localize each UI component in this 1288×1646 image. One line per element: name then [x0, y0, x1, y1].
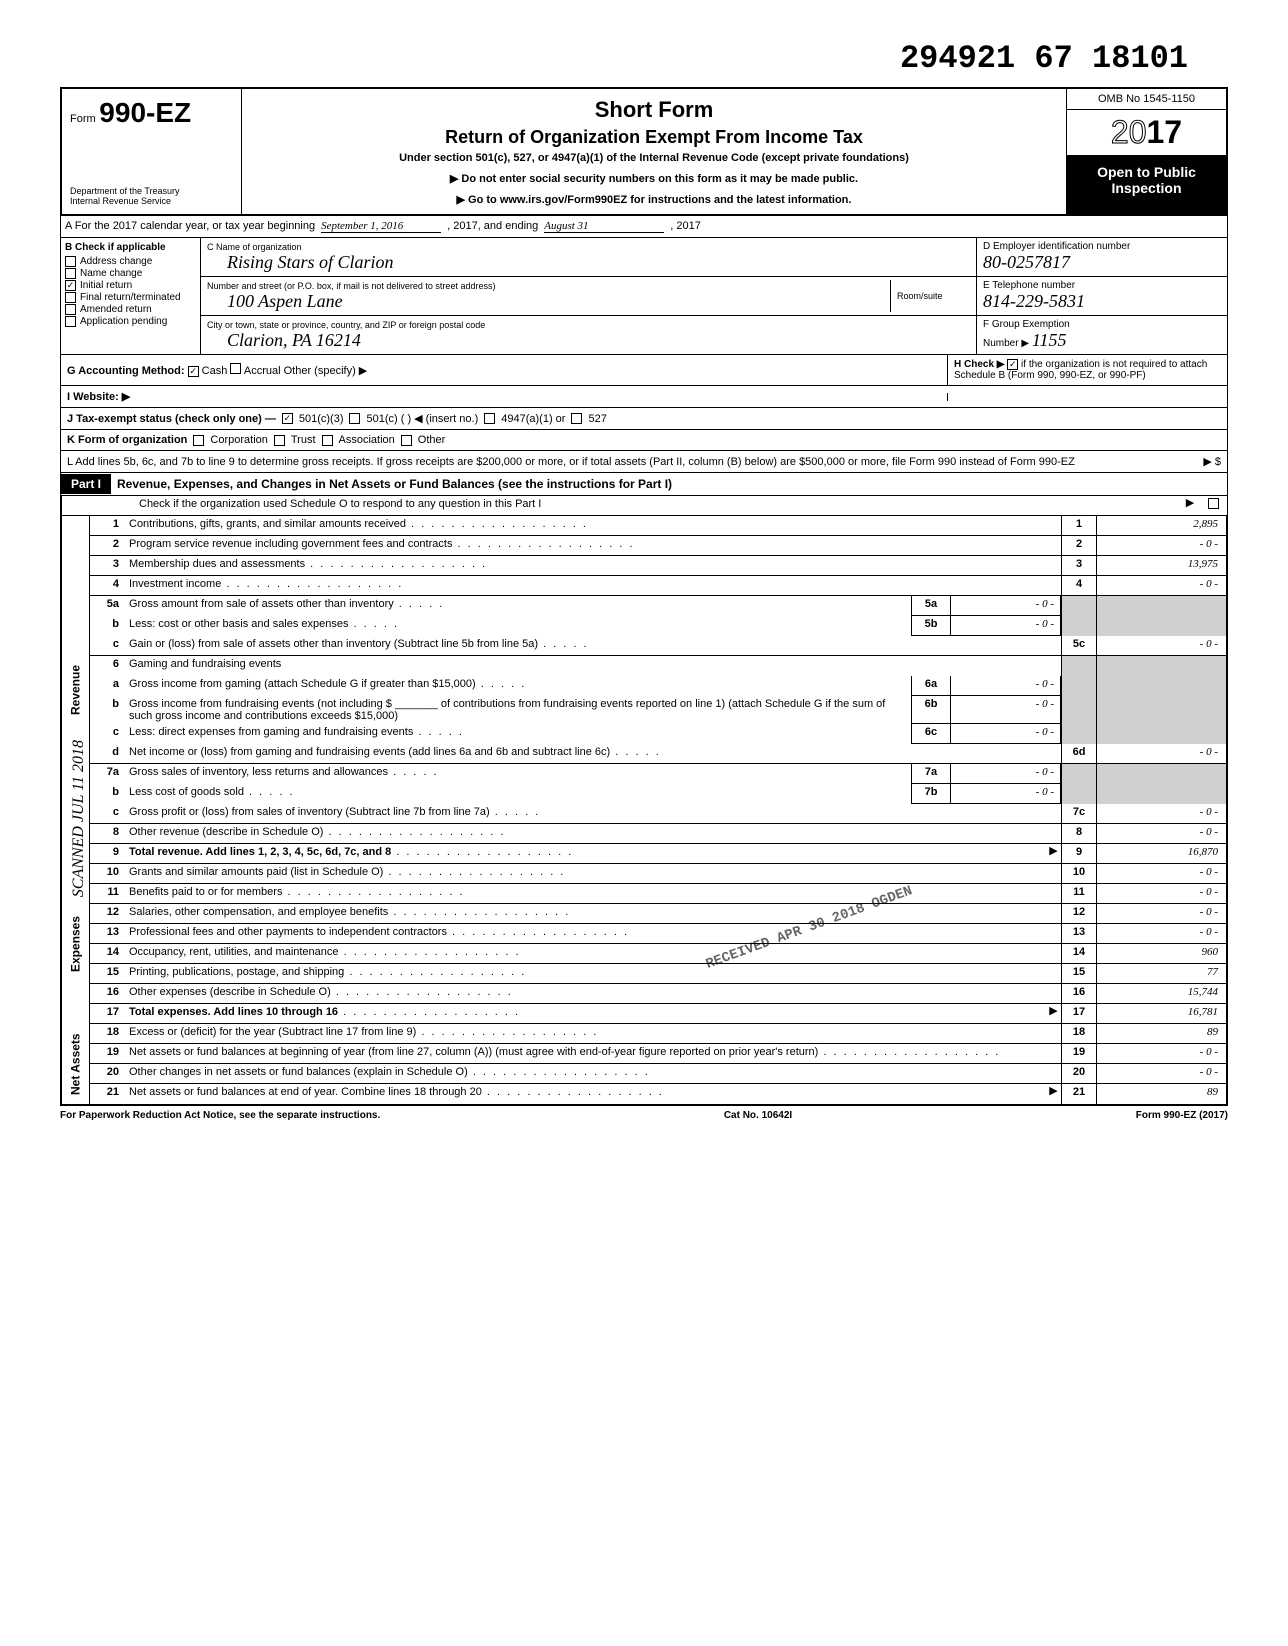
short-form-title: Short Form [250, 97, 1058, 123]
line21-value: 89 [1096, 1084, 1226, 1104]
line4-value: - 0 - [1096, 576, 1226, 595]
row-j: J Tax-exempt status (check only one) — ✓… [60, 408, 1228, 430]
line16-value: 15,744 [1096, 984, 1226, 1003]
org-name-value: Rising Stars of Clarion [227, 252, 394, 273]
document-id-stamp: 294921 67 18101 [60, 40, 1228, 77]
part1-header: Part I Revenue, Expenses, and Changes in… [60, 473, 1228, 496]
line6d-value: - 0 - [1096, 744, 1226, 763]
line2-value: - 0 - [1096, 536, 1226, 555]
dept-irs: Internal Revenue Service [70, 196, 233, 206]
line5b-value: - 0 - [951, 616, 1061, 636]
line11-value: - 0 - [1096, 884, 1226, 903]
ssn-note: ▶ Do not enter social security numbers o… [250, 172, 1058, 185]
checkbox-h[interactable]: ✓ [1007, 359, 1018, 370]
year-end-month: August 31 [544, 220, 664, 233]
line10-value: - 0 - [1096, 864, 1226, 883]
line7b-value: - 0 - [951, 784, 1061, 804]
line1-value: 2,895 [1096, 516, 1226, 535]
checkbox-amended[interactable] [65, 304, 76, 315]
org-name-label: C Name of organization [207, 242, 394, 252]
line6a-value: - 0 - [951, 676, 1061, 696]
line9-value: 16,870 [1096, 844, 1226, 863]
line3-value: 13,975 [1096, 556, 1226, 575]
line5a-value: - 0 - [951, 596, 1061, 616]
checkbox-cash[interactable]: ✓ [188, 366, 199, 377]
checkbox-501c3[interactable]: ✓ [282, 413, 293, 424]
under-section: Under section 501(c), 527, or 4947(a)(1)… [250, 152, 1058, 164]
line6c-value: - 0 - [951, 724, 1061, 744]
row-i: I Website: ▶ [60, 386, 1228, 408]
checkbox-final-return[interactable] [65, 292, 76, 303]
row-g-h: G Accounting Method: ✓ Cash Accrual Othe… [60, 355, 1228, 386]
checkbox-schedule-o[interactable] [1208, 498, 1219, 509]
open-public-badge: Open to Public Inspection [1067, 156, 1226, 214]
checkbox-pending[interactable] [65, 316, 76, 327]
addr-label: Number and street (or P.O. box, if mail … [207, 281, 495, 291]
checkbox-address-change[interactable] [65, 256, 76, 267]
form-number: 990-EZ [99, 97, 191, 128]
expenses-label: Expenses [61, 864, 89, 1024]
line17-value: 16,781 [1096, 1004, 1226, 1023]
revenue-label: Revenue [61, 516, 89, 864]
phone-value: 814-229-5831 [983, 291, 1221, 312]
line8-value: - 0 - [1096, 824, 1226, 843]
main-info-block: B Check if applicable Address change Nam… [60, 238, 1228, 355]
form-header: Form 990-EZ Department of the Treasury I… [60, 87, 1228, 216]
part1-check-note: Check if the organization used Schedule … [60, 496, 1228, 516]
line5c-value: - 0 - [1096, 636, 1226, 655]
line15-value: 77 [1096, 964, 1226, 983]
row-k: K Form of organization Corporation Trust… [60, 430, 1228, 451]
checkbox-trust[interactable] [274, 435, 285, 446]
tax-year: 2017 [1067, 110, 1226, 156]
ein-value: 80-0257817 [983, 252, 1221, 273]
line12-value: - 0 - [1096, 904, 1226, 923]
line18-value: 89 [1096, 1024, 1226, 1043]
checkbox-name-change[interactable] [65, 268, 76, 279]
group-number: 1155 [1032, 330, 1067, 350]
city-value: Clarion, PA 16214 [227, 330, 485, 351]
row-a-tax-year: A For the 2017 calendar year, or tax yea… [60, 216, 1228, 238]
row-l: L Add lines 5b, 6c, and 7b to line 9 to … [60, 451, 1228, 473]
omb-number: OMB No 1545-1150 [1067, 89, 1226, 110]
room-suite: Room/suite [890, 280, 970, 312]
year-begin: September 1, 2016 [321, 220, 441, 233]
checkbox-assoc[interactable] [322, 435, 333, 446]
line13-value: - 0 - [1096, 924, 1226, 943]
phone-label: E Telephone number [983, 280, 1221, 291]
line20-value: - 0 - [1096, 1064, 1226, 1083]
page-footer: For Paperwork Reduction Act Notice, see … [60, 1106, 1228, 1125]
checkbox-4947[interactable] [484, 413, 495, 424]
group-exempt-label: F Group Exemption [983, 319, 1221, 330]
website-note: ▶ Go to www.irs.gov/Form990EZ for instru… [250, 193, 1058, 206]
line7c-value: - 0 - [1096, 804, 1226, 823]
checkbox-accrual[interactable] [230, 363, 241, 374]
addr-value: 100 Aspen Lane [227, 291, 495, 312]
line19-value: - 0 - [1096, 1044, 1226, 1063]
checkbox-501c[interactable] [349, 413, 360, 424]
city-label: City or town, state or province, country… [207, 320, 485, 330]
checkbox-initial-return[interactable]: ✓ [65, 280, 76, 291]
dept-treasury: Department of the Treasury [70, 186, 233, 196]
ein-label: D Employer identification number [983, 241, 1221, 252]
line14-value: 960 [1096, 944, 1226, 963]
net-assets-label: Net Assets [61, 1024, 89, 1104]
col-b-label: B Check if applicable [65, 242, 196, 253]
checkbox-527[interactable] [571, 413, 582, 424]
line6b-value: - 0 - [951, 696, 1061, 724]
checkbox-other[interactable] [401, 435, 412, 446]
line7a-value: - 0 - [951, 764, 1061, 784]
form-label: Form [70, 113, 96, 125]
return-title: Return of Organization Exempt From Incom… [250, 127, 1058, 148]
checkbox-corp[interactable] [193, 435, 204, 446]
